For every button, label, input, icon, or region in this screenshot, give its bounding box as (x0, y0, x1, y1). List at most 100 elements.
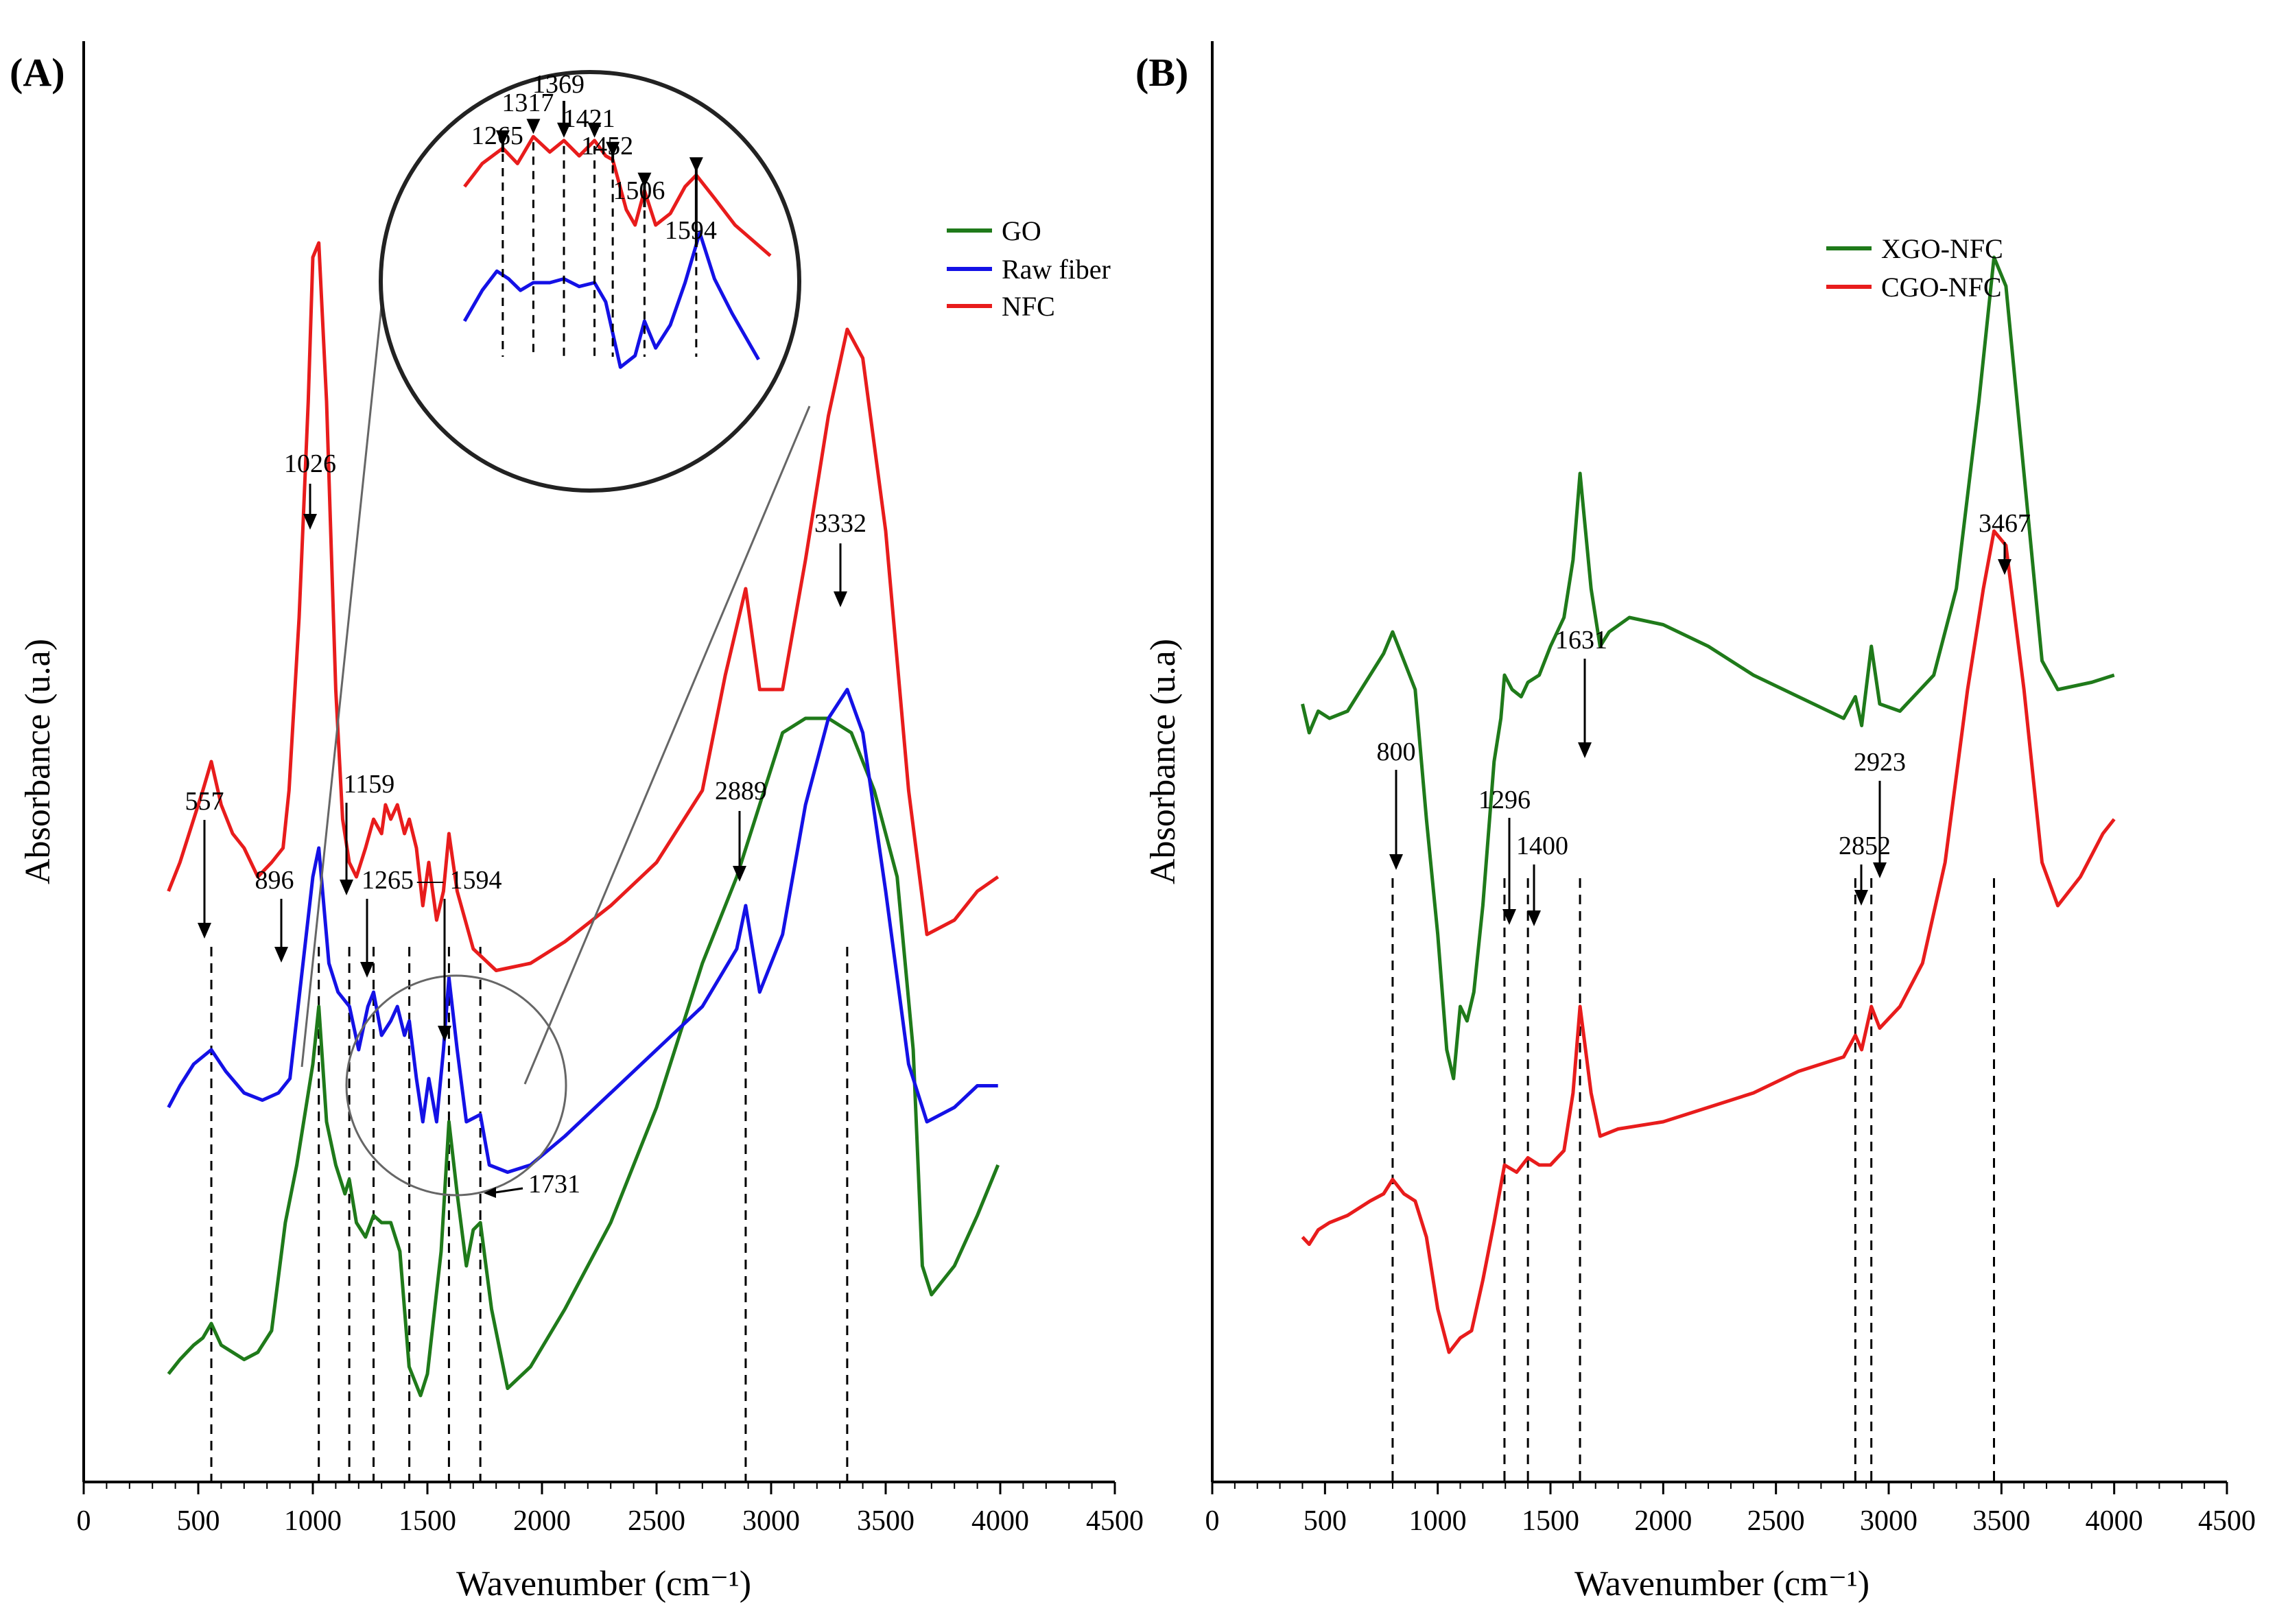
arrowhead-3332 (834, 591, 847, 607)
inset-label-1369: 1369 (532, 70, 585, 99)
annot-1594: — 1594 (416, 866, 502, 895)
panel-b-annotations: 800 1296 1400 1631 2852 2923 3467 (1377, 509, 2031, 926)
inset-arrowhead-1265 (495, 130, 510, 145)
panel-b-series-cgo-nfc (1301, 529, 2116, 1354)
inset-label-1265: 1265 (471, 121, 523, 150)
x-tick-label: 0 (1205, 1505, 1220, 1537)
x-tick-label: 4500 (2198, 1505, 2256, 1537)
annot-2923: 2923 (1854, 748, 1906, 777)
inset-series-raw-fiber (462, 231, 760, 369)
panel-a-x-label: Wavenumber (cm⁻¹) (456, 1564, 751, 1603)
x-tick-label: 1500 (1522, 1505, 1579, 1537)
x-tick-label: 2000 (1634, 1505, 1692, 1537)
x-tick-label: 1000 (1409, 1505, 1467, 1537)
inset-label-1506: 1506 (613, 176, 665, 205)
x-tick-label: 3000 (1860, 1505, 1918, 1537)
arrowhead-1026 (303, 514, 317, 530)
legend-raw-fiber: Raw fiber (1002, 254, 1111, 285)
annot-1731: 1731 (528, 1170, 580, 1199)
panel-b-series (1301, 255, 2116, 1354)
x-tick-label: 4000 (2086, 1505, 2143, 1537)
x-tick-label: 2500 (628, 1505, 685, 1537)
x-tick-label: 500 (177, 1505, 220, 1537)
panel-a-zoom-connector-left (300, 279, 386, 1068)
arrowhead-896 (274, 947, 288, 963)
panel-a-label: (A) (10, 50, 65, 95)
inset-label-1452: 1452 (581, 132, 633, 161)
x-tick-label: 1500 (399, 1505, 456, 1537)
annot-2852: 2852 (1839, 832, 1891, 860)
x-tick-label: 4500 (1086, 1505, 1144, 1537)
legend-cgo-nfc: CGO-NFC (1881, 272, 2002, 303)
annot-1026: 1026 (284, 449, 336, 478)
arrowhead-1594 (438, 1026, 451, 1042)
legend-go: GO (1002, 215, 1041, 246)
panel-b-y-label: Absorbance (u.a) (1144, 639, 1183, 884)
annot-1265: 1265 (362, 866, 414, 895)
x-tick-label: 4000 (971, 1505, 1029, 1537)
annot-2889: 2889 (715, 777, 767, 805)
arrowhead-1265 (360, 962, 374, 978)
inset-label-1317: 1317 (502, 89, 554, 117)
panel-a-y-label: Absorbance (u.a) (19, 639, 58, 884)
panel-a-series-nfc (167, 241, 1000, 972)
inset-label-1594: 1594 (665, 216, 717, 245)
annot-1296: 1296 (1478, 786, 1531, 814)
annot-1631: 1631 (1555, 626, 1607, 655)
arrowhead-2852 (1854, 890, 1868, 906)
panel-a-annotations: 557 896 1026 1159 1265 — 1594 2889 3332 (185, 449, 867, 1199)
x-tick-label: 3500 (1972, 1505, 2030, 1537)
arrowhead-1159 (340, 880, 353, 895)
panel-b-peak-guides (1391, 878, 1995, 1481)
inset-arrowhead-1317 (526, 119, 541, 134)
arrowhead-557 (198, 923, 211, 939)
annot-896: 896 (255, 866, 294, 895)
panel-b-legend: XGO-NFC CGO-NFC (1826, 233, 2003, 303)
inset-arrowhead-1594 (689, 157, 703, 173)
panel-a-peak-guides (210, 947, 849, 1481)
panel-b-label: (B) (1135, 50, 1188, 95)
inset-arrowhead-1369 (557, 122, 571, 138)
arrowhead-1631 (1578, 742, 1592, 758)
x-tick-label: 2500 (1747, 1505, 1805, 1537)
arrowhead-800 (1389, 854, 1403, 870)
panel-a-zoom-region (345, 974, 567, 1197)
x-tick-label: 0 (77, 1505, 91, 1537)
annot-800: 800 (1377, 738, 1416, 766)
panel-a-zoom-connector-right (523, 405, 811, 1085)
arrowhead-2889 (733, 866, 746, 882)
arrowhead-1731 (484, 1187, 496, 1198)
arrowhead-3467 (1998, 559, 2011, 575)
annot-3332: 3332 (814, 509, 866, 538)
inset-label-1421: 1421 (563, 104, 615, 133)
x-tick-label: 3000 (742, 1505, 800, 1537)
inset-arrowhead-1421 (587, 122, 602, 138)
arrowhead-2923 (1873, 862, 1887, 878)
annot-1400: 1400 (1516, 832, 1568, 860)
panel-a-ticks: 0 500 1000 1500 2000 2500 3000 3500 4000 4500 (77, 1482, 1144, 1537)
x-tick-label: 2000 (513, 1505, 571, 1537)
x-tick-label: 3500 (857, 1505, 915, 1537)
panel-b-x-label: Wavenumber (cm⁻¹) (1574, 1564, 1869, 1603)
panel-a-series (167, 241, 1000, 1398)
x-tick-label: 500 (1303, 1505, 1347, 1537)
panel-a-legend: GO Raw fiber NFC (947, 215, 1111, 322)
x-tick-label: 1000 (284, 1505, 342, 1537)
annot-1159: 1159 (344, 770, 395, 799)
panel-a: (A) 0 500 1000 1500 2000 2500 3000 3500 4000 4500… (10, 41, 1144, 1603)
inset-arrowhead-1452 (606, 141, 620, 157)
panel-b-ticks: 0 500 1000 1500 2000 2500 3000 3500 4000 4500 (1205, 1482, 2256, 1537)
annot-3467: 3467 (1979, 509, 2031, 538)
panel-a-series-raw-fiber (167, 687, 998, 1174)
panel-b: (B) 0 500 1000 1500 2000 2500 3000 3500 4000 4500… (1135, 41, 2256, 1603)
legend-nfc: NFC (1002, 291, 1055, 322)
arrow-1731 (495, 1187, 523, 1194)
annot-557: 557 (185, 787, 224, 816)
arrowhead-1296 (1502, 909, 1516, 925)
inset-arrowhead-1506 (637, 172, 652, 188)
panel-b-series-xgo-nfc (1301, 255, 2115, 1081)
legend-xgo-nfc: XGO-NFC (1881, 233, 2003, 264)
arrowhead-1400 (1527, 910, 1541, 926)
